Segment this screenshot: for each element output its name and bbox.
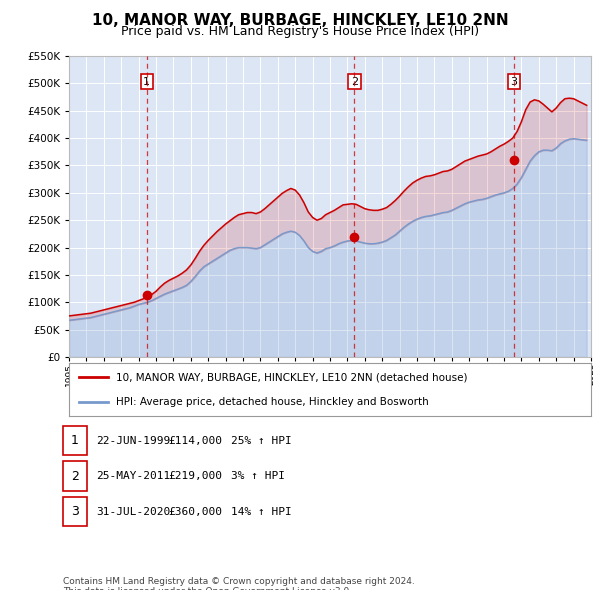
Text: £360,000: £360,000: [168, 507, 222, 516]
Text: £219,000: £219,000: [168, 471, 222, 481]
Text: 31-JUL-2020: 31-JUL-2020: [96, 507, 170, 516]
Text: 3: 3: [511, 77, 518, 87]
Text: Price paid vs. HM Land Registry's House Price Index (HPI): Price paid vs. HM Land Registry's House …: [121, 25, 479, 38]
Text: 1: 1: [71, 434, 79, 447]
Text: 3% ↑ HPI: 3% ↑ HPI: [231, 471, 285, 481]
Text: HPI: Average price, detached house, Hinckley and Bosworth: HPI: Average price, detached house, Hinc…: [116, 396, 429, 407]
Text: 22-JUN-1999: 22-JUN-1999: [96, 436, 170, 445]
Text: 25-MAY-2011: 25-MAY-2011: [96, 471, 170, 481]
Text: 2: 2: [351, 77, 358, 87]
Text: 2: 2: [71, 470, 79, 483]
Text: 3: 3: [71, 505, 79, 518]
Text: 25% ↑ HPI: 25% ↑ HPI: [231, 436, 292, 445]
Text: 10, MANOR WAY, BURBAGE, HINCKLEY, LE10 2NN: 10, MANOR WAY, BURBAGE, HINCKLEY, LE10 2…: [92, 13, 508, 28]
Text: Contains HM Land Registry data © Crown copyright and database right 2024.
This d: Contains HM Land Registry data © Crown c…: [63, 577, 415, 590]
Text: £114,000: £114,000: [168, 436, 222, 445]
Text: 1: 1: [143, 77, 150, 87]
Text: 14% ↑ HPI: 14% ↑ HPI: [231, 507, 292, 516]
Text: 10, MANOR WAY, BURBAGE, HINCKLEY, LE10 2NN (detached house): 10, MANOR WAY, BURBAGE, HINCKLEY, LE10 2…: [116, 372, 467, 382]
